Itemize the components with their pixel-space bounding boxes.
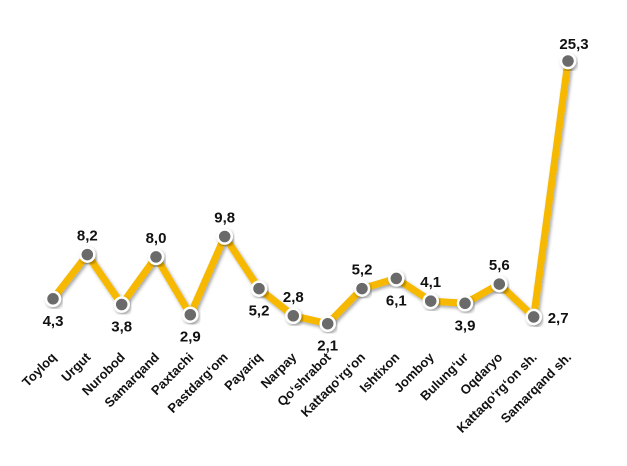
series-layer	[50, 60, 572, 328]
data-point	[319, 315, 336, 332]
data-point	[44, 290, 62, 308]
data-point	[559, 52, 577, 70]
data-label: 5,2	[249, 303, 270, 320]
data-point	[353, 280, 371, 297]
data-point	[285, 307, 302, 325]
data-point	[525, 308, 542, 326]
data-label: 25,3	[559, 36, 588, 53]
data-label: 2,9	[180, 329, 201, 346]
data-point	[250, 280, 268, 297]
data-label: 5,6	[489, 257, 510, 274]
data-point	[216, 228, 233, 245]
data-label: 5,2	[352, 262, 373, 279]
data-label-layer: 4,3 8,2 3,8 8,0 2,9 9,8 5,2 2,8 2,1 5,2 6,1 4,1 3,9 5…	[43, 36, 589, 355]
data-label: 9,8	[214, 210, 235, 227]
series-line	[50, 60, 572, 328]
data-label: 8,2	[77, 228, 98, 245]
data-label: 2,8	[283, 289, 304, 306]
x-axis-tick-labels: Toyloq UrgutNurobodSamarqandPaxtachiPastd…	[19, 349, 574, 436]
data-point	[422, 292, 439, 310]
data-label: 6,1	[386, 292, 407, 309]
data-point	[113, 296, 130, 313]
data-label: 8,0	[146, 230, 167, 247]
data-point	[182, 306, 199, 323]
marker-layer	[44, 52, 577, 332]
data-point	[388, 270, 405, 287]
data-point	[491, 275, 508, 293]
data-label: 4,1	[420, 274, 441, 291]
data-point	[456, 295, 474, 312]
data-point	[147, 248, 165, 266]
data-label: 3,8	[111, 319, 132, 336]
x-tick-label: Toyloq	[19, 349, 59, 389]
x-tick-label: Payariq	[221, 349, 265, 393]
data-label: 2,1	[317, 338, 338, 355]
data-label: 2,7	[548, 310, 569, 327]
data-label: 4,3	[43, 313, 64, 330]
data-point	[79, 246, 96, 263]
data-label: 3,9	[455, 317, 476, 334]
